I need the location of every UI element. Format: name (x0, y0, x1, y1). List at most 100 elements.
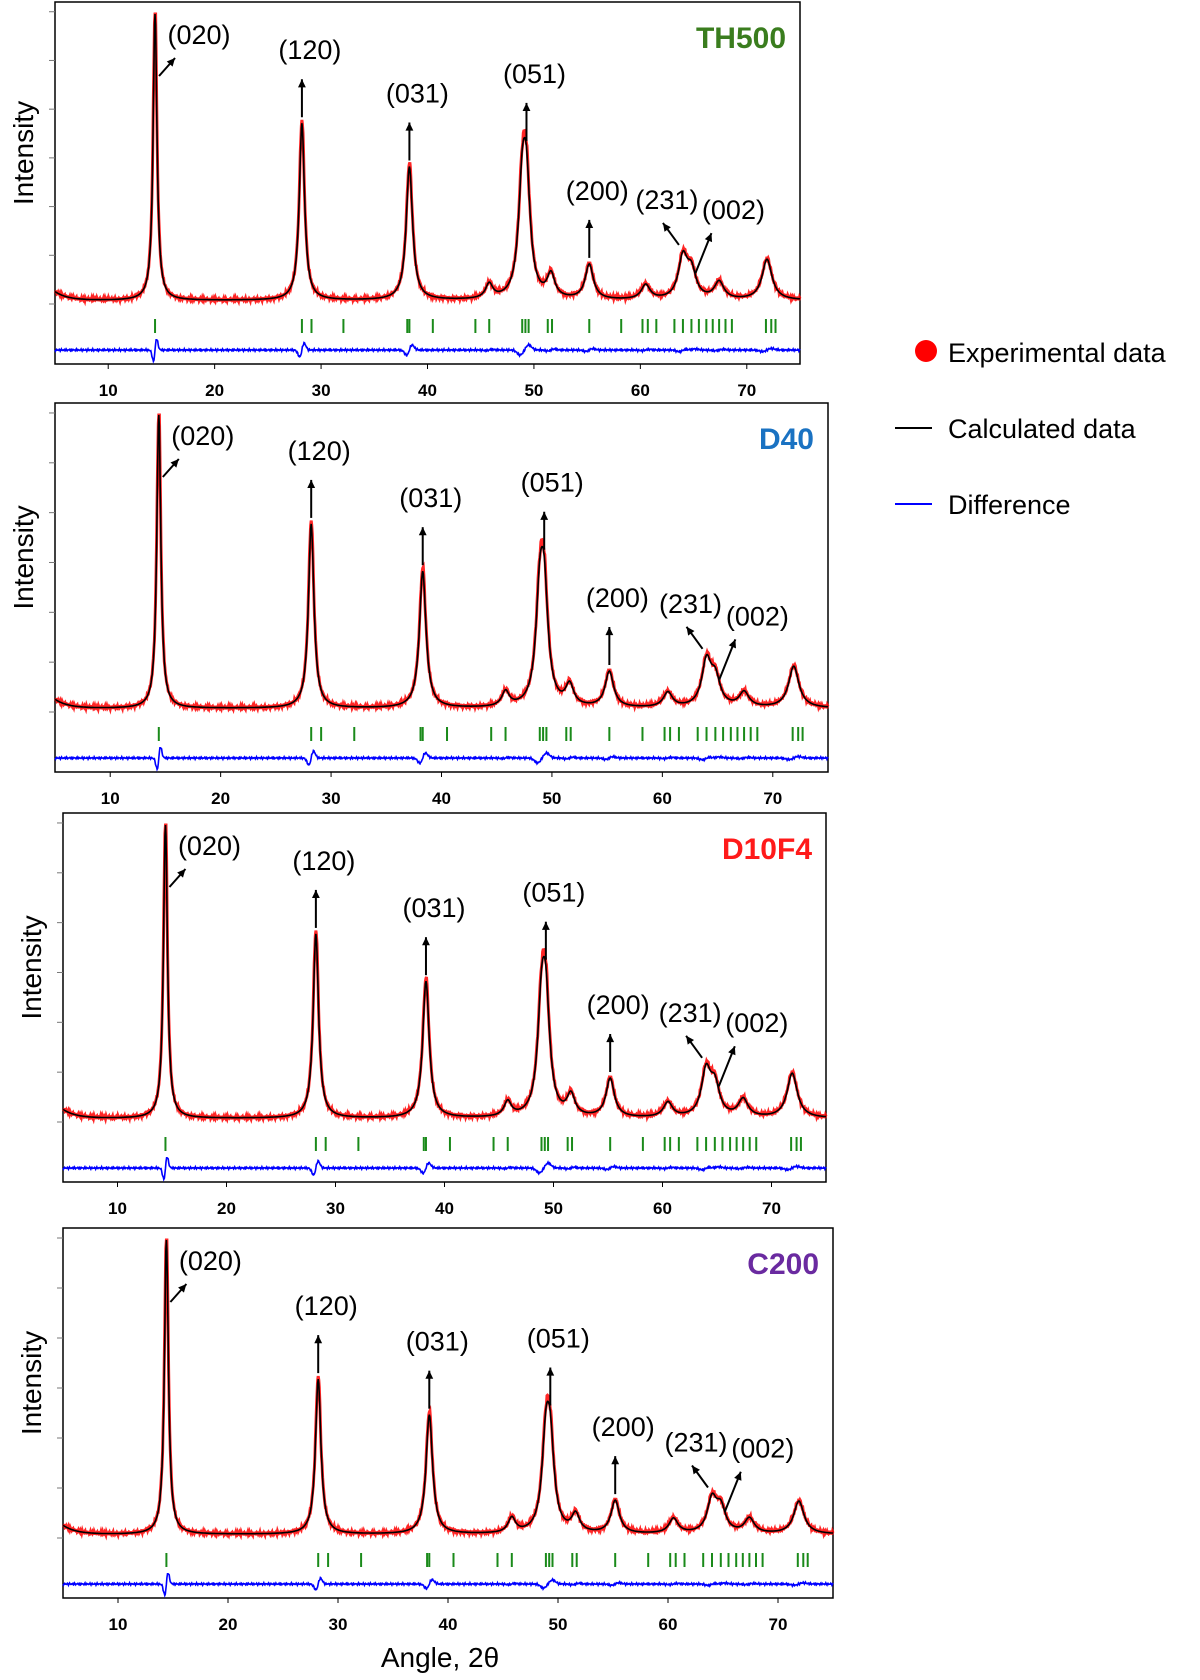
x-tick-label: 60 (653, 1199, 672, 1218)
annotation-arrow-head (686, 626, 695, 636)
annotation-arrow-head (686, 1035, 695, 1045)
x-tick-label: 30 (329, 1615, 348, 1634)
peak-annotation-label: (020) (171, 421, 234, 451)
legend-label-difference: Difference (948, 490, 1071, 520)
annotation-arrow-head (606, 1033, 615, 1043)
annotation-arrow-head (704, 233, 713, 243)
x-axis-label: Angle, 2θ (381, 1642, 499, 1673)
difference-series (62, 1573, 834, 1598)
peak-annotation-label: (051) (527, 1324, 590, 1354)
y-axis-label: Intensity (16, 915, 47, 1019)
peak-annotation-label: (200) (586, 583, 649, 613)
y-axis-label: Intensity (8, 505, 39, 609)
peak-annotation-label: (051) (522, 878, 585, 908)
legend-label-experimental: Experimental data (948, 338, 1167, 368)
peak-annotation-label: (002) (702, 195, 765, 225)
y-axis-label: Intensity (16, 1331, 47, 1435)
x-tick-label: 70 (737, 381, 756, 400)
annotation-arrow-head (692, 1465, 700, 1475)
x-tick-label: 70 (769, 1615, 788, 1634)
calculated-data-series (62, 824, 826, 1119)
x-tick-label: 30 (312, 381, 331, 400)
x-tick-label: 30 (322, 789, 341, 808)
peak-annotation-label: (031) (386, 78, 449, 108)
x-tick-label: 50 (544, 1199, 563, 1218)
x-tick-label: 20 (219, 1615, 238, 1634)
annotation-arrow-head (170, 459, 179, 468)
difference-series (54, 747, 829, 772)
annotation-arrow-head (314, 1335, 323, 1344)
annotation-arrow-head (297, 79, 306, 88)
panel-label: TH500 (696, 22, 786, 55)
annotation-arrow-head (307, 479, 316, 489)
panel-label: D10F4 (722, 833, 812, 866)
x-tick-label: 70 (762, 1199, 781, 1218)
experimental-data-series (61, 1238, 835, 1541)
x-tick-label: 60 (631, 381, 650, 400)
annotation-arrow-head (546, 1367, 555, 1376)
peak-annotation-label: (051) (503, 59, 566, 89)
plot-frame (54, 402, 829, 773)
peak-annotation-label: (020) (178, 831, 241, 861)
x-tick-label: 50 (542, 789, 561, 808)
peak-annotation-label: (231) (635, 185, 698, 215)
plot-frame (54, 1, 801, 365)
annotation-arrow-head (585, 219, 594, 228)
difference-series (54, 339, 801, 364)
annotation-arrow-head (425, 1370, 434, 1379)
peak-annotation-label: (051) (521, 468, 584, 498)
x-tick-label: 20 (205, 381, 224, 400)
annotation-arrow-head (522, 102, 531, 111)
peak-annotation-label: (031) (406, 1327, 469, 1357)
experimental-data-series (61, 823, 828, 1125)
peak-annotation-label: (200) (592, 1412, 655, 1442)
panel-label: C200 (747, 1248, 819, 1281)
peak-annotation-label: (120) (295, 1291, 358, 1321)
annotation-arrow-head (405, 122, 414, 131)
x-tick-label: 40 (435, 1199, 454, 1218)
annotation-arrow-head (662, 222, 671, 232)
peak-annotation-label: (200) (566, 176, 629, 206)
annotation-arrow-head (605, 626, 614, 636)
annotation-arrow-head (166, 58, 176, 67)
peak-annotation-label: (231) (659, 589, 722, 619)
x-tick-label: 50 (524, 381, 543, 400)
x-tick-label: 10 (109, 1615, 128, 1634)
peak-annotation-label: (020) (179, 1246, 242, 1276)
peak-annotation-label: (002) (726, 601, 789, 631)
x-tick-label: 10 (108, 1199, 127, 1218)
panel-th500: 10 20 30 40 50 60 70 TH500 Intensity (020) (120) (0… (8, 1, 802, 400)
peak-annotation-label: (020) (168, 20, 231, 50)
peak-annotation-label: (120) (278, 35, 341, 65)
peak-annotation-label: (120) (288, 436, 351, 466)
peak-annotation-label: (120) (292, 846, 355, 876)
x-tick-label: 20 (217, 1199, 236, 1218)
annotation-arrow-head (177, 869, 186, 878)
peak-annotation-label: (200) (587, 990, 650, 1020)
x-tick-label: 20 (211, 789, 230, 808)
x-tick-label: 50 (549, 1615, 568, 1634)
legend-label-calculated: Calculated data (948, 414, 1137, 444)
panel-label: D40 (759, 423, 814, 456)
annotation-arrow-head (540, 511, 549, 520)
annotation-arrow-head (311, 889, 320, 899)
annotation-arrow-head (422, 937, 430, 946)
annotation-arrow-head (178, 1284, 187, 1293)
panel-d40: 10 20 30 40 50 60 70 D40 Intensity (020) (120) (031… (8, 402, 830, 808)
x-tick-label: 10 (101, 789, 120, 808)
legend: Experimental data Calculated data Differ… (895, 338, 1167, 520)
annotation-arrow-head (728, 639, 736, 649)
peak-annotation-label: (002) (725, 1008, 788, 1038)
plot-frame (62, 1227, 834, 1599)
x-tick-label: 30 (326, 1199, 345, 1218)
x-tick-label: 40 (439, 1615, 458, 1634)
x-tick-label: 40 (432, 789, 451, 808)
difference-series (62, 1157, 827, 1182)
panels-group: 10 20 30 40 50 60 70 TH500 Intensity (020) (120) (0… (8, 1, 835, 1634)
panel-c200: 10 20 30 40 50 60 70 C200 Intensity (020) (120) (03… (16, 1227, 835, 1634)
peak-annotation-label: (031) (399, 483, 462, 513)
calculated-data-series (54, 414, 829, 709)
x-tick-label: 60 (659, 1615, 678, 1634)
